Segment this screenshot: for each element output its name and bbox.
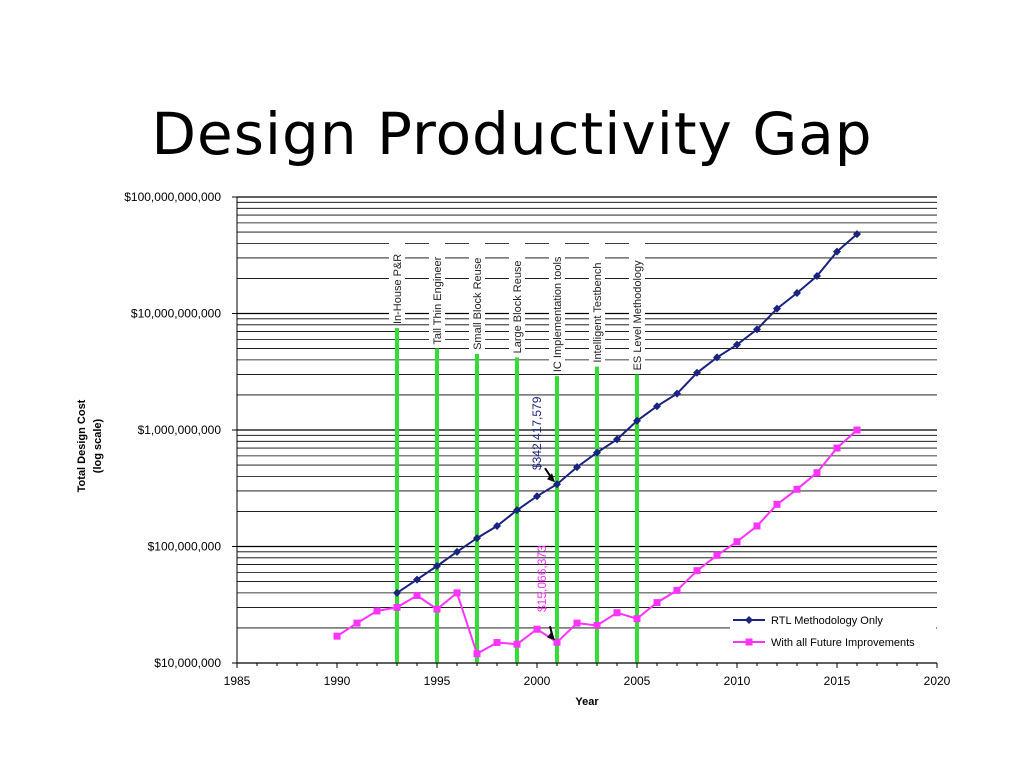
data-point: [813, 271, 821, 280]
legend-bg: [730, 610, 936, 630]
data-point: [793, 288, 801, 297]
milestone-label-bg: [429, 240, 445, 345]
data-point: [833, 444, 841, 452]
y-tick-label: $100,000,000,000: [124, 190, 221, 204]
data-point: [573, 619, 581, 627]
data-point: [733, 340, 741, 349]
milestone-label: Small Block Reuse: [472, 258, 484, 350]
y-axis-subtitle: (log scale): [92, 418, 104, 473]
data-point: [733, 538, 741, 546]
data-point: [853, 230, 861, 239]
milestone-bar: [555, 376, 559, 663]
data-point: [533, 625, 541, 633]
milestone-bar: [595, 366, 599, 663]
x-tick-label: 2015: [824, 674, 851, 688]
data-point: [393, 603, 401, 611]
data-point: [433, 562, 441, 571]
milestone-label: Intelligent Testbench: [592, 263, 604, 363]
legend-marker: [745, 638, 753, 646]
data-point: [333, 632, 341, 640]
data-point: [373, 607, 381, 615]
data-point: [573, 463, 581, 472]
data-point: [473, 650, 481, 658]
data-point: [773, 304, 781, 313]
data-point: [593, 448, 601, 457]
x-tick-label: 1990: [324, 674, 351, 688]
legend-bg: [730, 632, 936, 652]
legend-label: With all Future Improvements: [771, 637, 915, 649]
data-point: [453, 547, 461, 556]
annotation-arrowhead: [547, 473, 555, 483]
data-point: [433, 605, 441, 613]
milestone-label: ES Level Methodology: [632, 260, 644, 371]
x-tick-label: 2005: [624, 674, 651, 688]
x-axis-title: Year: [575, 696, 599, 708]
data-point: [693, 567, 701, 575]
data-point: [753, 325, 761, 334]
data-point: [513, 640, 521, 648]
milestone-label: Tall Thin Engineer: [432, 256, 444, 344]
x-tick-label: 2020: [924, 674, 951, 688]
data-point: [713, 551, 721, 559]
data-point: [673, 586, 681, 594]
legend-label: RTL Methodology Only: [771, 615, 883, 627]
data-point: [693, 368, 701, 377]
y-tick-label: $1,000,000,000: [138, 423, 222, 437]
data-point: [833, 247, 841, 256]
data-point: [493, 638, 501, 646]
data-point: [553, 638, 561, 646]
data-point: [653, 402, 661, 411]
data-point: [473, 534, 481, 543]
x-tick-label: 2010: [724, 674, 751, 688]
milestone-label: Large Block Reuse: [512, 260, 524, 353]
data-point: [653, 599, 661, 607]
data-point: [513, 506, 521, 515]
data-point: [413, 591, 421, 599]
data-point: [533, 492, 541, 501]
annotation-arrowhead: [547, 631, 555, 641]
data-point: [593, 621, 601, 629]
milestone-label: In-House P&R: [392, 254, 404, 324]
slide-title: Design Productivity Gap: [151, 100, 873, 168]
milestone-label-bg: [549, 240, 565, 373]
data-point: [613, 609, 621, 617]
data-point: [353, 619, 361, 627]
data-point: [633, 416, 641, 425]
data-point: [673, 389, 681, 398]
x-tick-label: 1985: [224, 674, 251, 688]
milestone-label-bg: [589, 240, 605, 363]
milestone-bar: [635, 374, 639, 663]
milestone-bar: [435, 348, 439, 663]
value-annotation: $15,066,373: [535, 545, 549, 612]
milestone-label-bg: [469, 240, 485, 350]
x-tick-label: 1995: [424, 674, 451, 688]
milestone-bar: [395, 328, 399, 663]
legend-marker: [745, 616, 753, 624]
data-point: [453, 589, 461, 597]
x-tick-label: 2000: [524, 674, 551, 688]
data-point: [633, 615, 641, 623]
y-tick-label: $10,000,000: [154, 656, 221, 670]
milestone-label-bg: [629, 240, 645, 371]
data-point: [753, 522, 761, 530]
data-point: [793, 485, 801, 493]
series-line: [396, 233, 858, 594]
milestone-label: IC Implementation tools: [552, 256, 564, 372]
y-tick-label: $100,000,000: [148, 540, 222, 554]
milestone-label-bg: [509, 240, 525, 354]
data-point: [393, 588, 401, 597]
data-point: [613, 435, 621, 444]
y-tick-label: $10,000,000,000: [131, 307, 221, 321]
value-annotation: $342,417,579: [530, 396, 544, 470]
milestone-bar: [475, 353, 479, 663]
milestone-label-bg: [389, 240, 405, 325]
data-point: [713, 353, 721, 362]
data-point: [853, 426, 861, 434]
data-point: [773, 500, 781, 508]
y-axis-title: Total Design Cost: [76, 399, 88, 492]
data-point: [493, 521, 501, 530]
data-point: [813, 469, 821, 477]
data-point: [413, 575, 421, 584]
